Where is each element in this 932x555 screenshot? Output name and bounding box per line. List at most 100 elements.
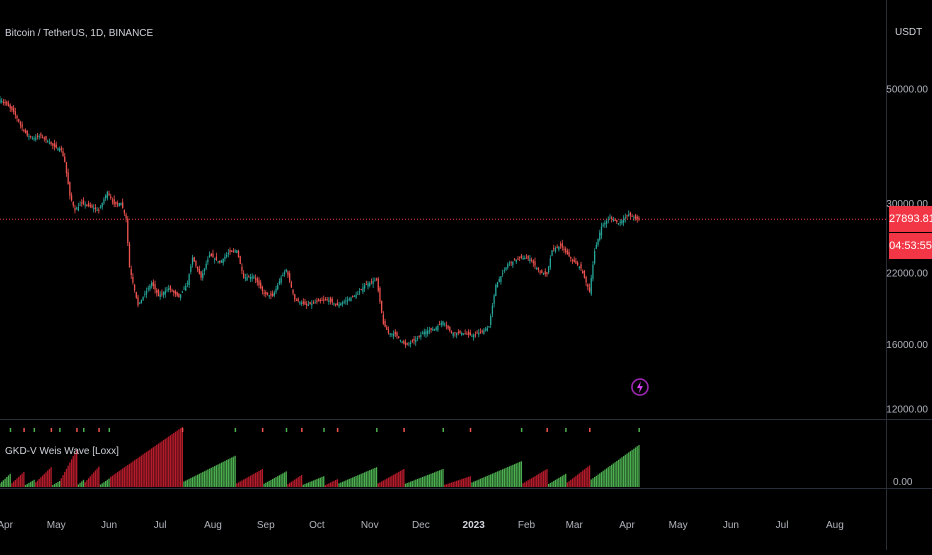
candle-body xyxy=(94,207,97,209)
candle-body xyxy=(486,327,488,331)
candle-body xyxy=(77,206,80,211)
weis-wave-bar xyxy=(309,481,311,487)
weis-wave-bar xyxy=(33,479,35,487)
candle-body xyxy=(392,333,395,337)
weis-wave-bar xyxy=(500,469,502,487)
weis-wave-bar xyxy=(38,478,40,487)
candle-body xyxy=(338,304,340,307)
candle-body xyxy=(280,277,282,283)
wave-turn-marker xyxy=(520,428,523,432)
weis-wave-bar xyxy=(317,478,320,487)
weis-wave-bar xyxy=(336,479,339,487)
candle-body xyxy=(99,206,102,208)
weis-wave-bar xyxy=(142,454,144,487)
weis-wave-bar xyxy=(515,463,517,487)
weis-wave-bar xyxy=(357,475,359,487)
candle-body xyxy=(440,322,442,325)
weis-wave-bar xyxy=(152,447,154,487)
candle-body xyxy=(484,329,487,331)
weis-wave-bar xyxy=(483,477,485,487)
candle-body xyxy=(196,267,199,270)
candle-body xyxy=(546,272,548,275)
candle-body xyxy=(2,101,5,103)
weis-wave-bar xyxy=(251,474,253,487)
weis-wave-bar xyxy=(11,483,13,487)
weis-wave-bar xyxy=(575,475,577,487)
weis-wave-bar xyxy=(634,447,637,487)
weis-wave-bar xyxy=(0,483,1,487)
candle-body xyxy=(582,271,584,274)
weis-wave-bar xyxy=(150,448,153,487)
candle-body xyxy=(626,215,628,217)
weis-wave-bar xyxy=(202,472,204,487)
weis-wave-bar xyxy=(602,470,604,487)
candle-body xyxy=(55,144,57,148)
candle-body xyxy=(270,293,272,296)
lightning-icon[interactable] xyxy=(631,378,649,396)
candle-body xyxy=(130,268,132,276)
wave-turn-marker xyxy=(546,428,548,432)
candle-body xyxy=(166,289,168,291)
weis-wave-bar xyxy=(527,480,529,487)
weis-wave-bar xyxy=(222,461,224,487)
weis-wave-bar xyxy=(81,481,83,487)
candle-body xyxy=(462,333,465,335)
candle-body xyxy=(624,217,626,219)
candle-body xyxy=(28,136,30,138)
candle-body xyxy=(195,261,197,266)
candle-body xyxy=(602,224,604,226)
weis-wave-bar xyxy=(367,470,369,487)
candle-body xyxy=(612,219,615,221)
candle-body xyxy=(542,273,545,275)
currency-label[interactable]: USDT xyxy=(895,27,923,38)
candle-body xyxy=(447,325,449,329)
weis-wave-bar xyxy=(493,472,495,487)
candle-body xyxy=(169,286,172,290)
price-scale-label: 30000.00 xyxy=(886,199,928,210)
weis-wave-bar xyxy=(179,428,182,487)
weis-wave-bar xyxy=(626,453,628,487)
candle-body xyxy=(208,254,211,258)
weis-wave-bar xyxy=(375,467,378,487)
indicator-title[interactable]: GKD-V Weis Wave [Loxx] xyxy=(5,446,119,457)
weis-wave-bar xyxy=(139,456,141,487)
candle-body xyxy=(575,261,577,264)
weis-wave-bar xyxy=(427,474,429,487)
wave-turn-marker xyxy=(589,428,591,432)
weis-wave-bar xyxy=(333,480,335,487)
candle-body xyxy=(559,244,562,246)
candle-body xyxy=(295,300,298,302)
time-axis-label: May xyxy=(47,520,66,531)
wave-turn-marker xyxy=(403,428,405,432)
candle-body xyxy=(604,222,606,225)
candle-body xyxy=(519,256,521,258)
weis-wave-bar xyxy=(157,443,160,487)
candle-body xyxy=(583,270,586,278)
candle-body xyxy=(433,328,436,330)
weis-wave-bar xyxy=(133,460,136,487)
candle-body xyxy=(350,297,352,302)
candle-body xyxy=(168,288,170,290)
candle-body xyxy=(7,103,10,107)
candle-body xyxy=(300,302,303,304)
candle-body xyxy=(353,295,356,297)
weis-wave-bar xyxy=(149,449,151,487)
candle-body xyxy=(394,331,396,335)
weis-wave-bar xyxy=(103,482,105,487)
symbol-title[interactable]: Bitcoin / TetherUS, 1D, BINANCE xyxy=(5,28,154,39)
candle-body xyxy=(524,258,526,260)
wave-turn-marker xyxy=(469,428,472,432)
candle-body xyxy=(570,256,572,259)
candle-body xyxy=(24,130,27,133)
weis-wave-bar xyxy=(300,475,303,487)
candle-body xyxy=(449,327,451,331)
candle-body xyxy=(609,217,611,219)
weis-wave-bar xyxy=(47,470,49,487)
weis-wave-bar xyxy=(358,474,361,487)
candle-body xyxy=(254,277,257,280)
candle-body xyxy=(11,106,13,111)
candle-body xyxy=(101,203,103,208)
weis-wave-bar xyxy=(195,475,197,487)
